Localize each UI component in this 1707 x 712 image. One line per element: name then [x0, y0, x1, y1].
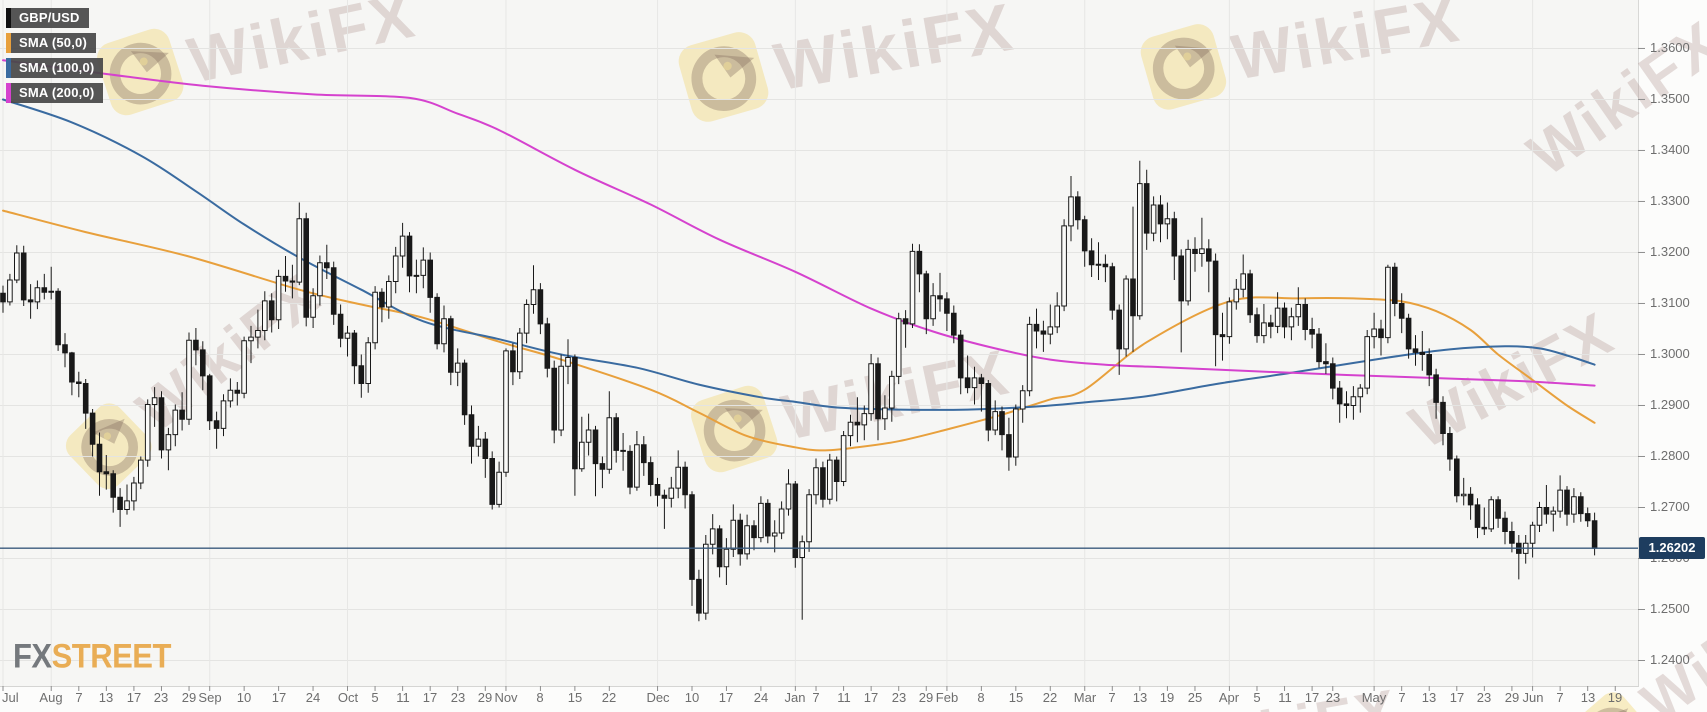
legend-label: SMA (200,0) [11, 83, 104, 103]
x-axis-label: Sep [198, 690, 222, 705]
legend-color-bar [6, 83, 11, 103]
bearish-candle-bodies [0, 183, 1598, 614]
legend-item-sma-100-0[interactable]: SMA (100,0) [6, 58, 104, 78]
x-axis-label: 15 [1008, 690, 1024, 705]
legend-color-bar [6, 33, 11, 53]
y-axis-label: 1.2700 [1650, 499, 1690, 514]
x-axis-label: 13 [98, 690, 114, 705]
x-axis-label: 29 [918, 690, 934, 705]
y-axis-label: 1.2400 [1650, 652, 1690, 667]
y-axis-label: 1.3600 [1650, 40, 1690, 55]
x-axis-label: 7 [1108, 690, 1116, 705]
x-axis-label: 17 [126, 690, 142, 705]
fxstreet-logo-fx: FX [13, 636, 52, 676]
legend-color-bar [6, 58, 11, 78]
x-axis-label: 11 [837, 690, 851, 705]
x-axis-label: 23 [891, 690, 907, 705]
y-axis-label: 1.2900 [1650, 397, 1690, 412]
y-axis-label: 1.3100 [1650, 295, 1690, 310]
x-axis-label: 10 [236, 690, 252, 705]
x-axis-label: 29 [181, 690, 197, 705]
bullish-candle-bodies [7, 183, 1577, 614]
x-axis-label: 8 [536, 690, 544, 705]
x-axis-label: Feb [935, 690, 959, 705]
y-axis-label: 1.3000 [1650, 346, 1690, 361]
y-axis-label: 1.3200 [1650, 244, 1690, 259]
x-axis-label: 17 [1304, 690, 1320, 705]
x-axis-label: 19 [1607, 690, 1623, 705]
indicator-legend: GBP/USD SMA (50,0) SMA (100,0) SMA (200,0) [6, 8, 104, 108]
sma-line-2000 [2, 59, 1596, 387]
x-axis-label: 8 [977, 690, 985, 705]
x-axis-label: 7 [1556, 690, 1564, 705]
x-axis-label: Nov [494, 690, 518, 705]
x-axis-label: Dec [646, 690, 670, 705]
y-axis-label: 1.2500 [1650, 601, 1690, 616]
y-axis-label: 1.3400 [1650, 142, 1690, 157]
legend-color-bar [6, 8, 11, 28]
x-axis-label: 23 [1325, 690, 1341, 705]
sma-line-1000 [2, 98, 1596, 411]
legend-label: SMA (100,0) [11, 58, 104, 78]
y-axis-label: 1.3500 [1650, 91, 1690, 106]
x-axis-label: Jun [1522, 690, 1544, 705]
x-axis-label: 22 [1042, 690, 1058, 705]
fxstreet-logo-street: STREET [51, 636, 172, 676]
legend-item-gbp-usd[interactable]: GBP/USD [6, 8, 89, 28]
x-axis-label: 25 [1187, 690, 1203, 705]
x-axis-label: Oct [337, 690, 359, 705]
y-axis-label: 1.2800 [1650, 448, 1690, 463]
x-axis-label: Mar [1073, 690, 1097, 705]
x-axis-label: 13 [1132, 690, 1148, 705]
x-axis-label: 5 [371, 690, 379, 705]
fxstreet-logo: FXSTREET [13, 636, 171, 676]
x-axis-label: 23 [450, 690, 466, 705]
x-axis-label: 7 [75, 690, 83, 705]
x-axis-label: 10 [684, 690, 700, 705]
x-axis-label: 29 [1504, 690, 1520, 705]
legend-label: SMA (50,0) [11, 33, 96, 53]
x-axis-label: 7 [812, 690, 820, 705]
x-axis-label: Jan [784, 690, 806, 705]
x-axis-label: Jul [2, 690, 19, 705]
x-axis-label: 19 [1159, 690, 1175, 705]
x-axis-label: May [1361, 690, 1387, 705]
axis-tick-marks [2, 47, 1645, 691]
x-axis-label: 23 [153, 690, 169, 705]
last-price-label: 1.26202 [1639, 537, 1705, 559]
x-axis-label: 24 [305, 690, 321, 705]
x-axis-label: 17 [863, 690, 879, 705]
candlestick-series [0, 160, 1598, 622]
x-axis-label: 17 [271, 690, 287, 705]
x-axis-label: 17 [718, 690, 734, 705]
x-axis-label: 22 [601, 690, 617, 705]
x-axis-label: 17 [1449, 690, 1465, 705]
x-axis-label: 15 [567, 690, 583, 705]
x-axis-label: 11 [1278, 690, 1292, 705]
legend-item-sma-50-0[interactable]: SMA (50,0) [6, 33, 96, 53]
x-axis-label: 17 [422, 690, 438, 705]
y-axis-label: 1.3300 [1650, 193, 1690, 208]
x-axis-label: 5 [1253, 690, 1261, 705]
x-axis-label: 11 [396, 690, 410, 705]
x-axis-label: 13 [1421, 690, 1437, 705]
x-axis-label: 24 [753, 690, 769, 705]
x-axis-label: 7 [1398, 690, 1406, 705]
legend-item-sma-200-0[interactable]: SMA (200,0) [6, 83, 104, 103]
sma-line-500 [2, 209, 1596, 452]
x-axis-label: Aug [39, 690, 63, 705]
legend-label: GBP/USD [11, 8, 89, 28]
x-axis-label: 29 [477, 690, 493, 705]
x-axis-label: Apr [1218, 690, 1240, 705]
x-axis-label: 23 [1476, 690, 1492, 705]
